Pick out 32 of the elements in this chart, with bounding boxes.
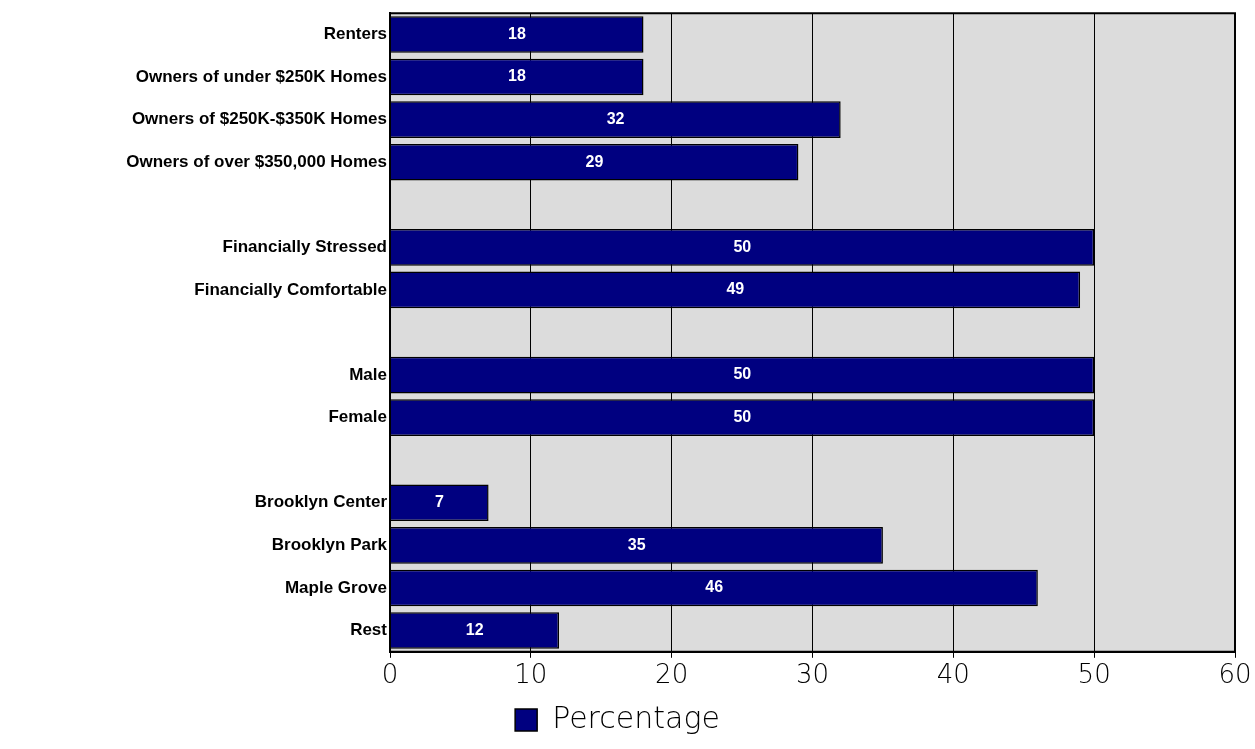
y-tick-label: Financially Comfortable [194, 279, 387, 299]
y-tick-label: Renters [323, 24, 387, 44]
data-label: 50 [733, 365, 752, 383]
data-label: 18 [508, 67, 526, 85]
data-label: 18 [508, 24, 526, 42]
y-tick-label: Brooklyn Park [271, 535, 388, 555]
y-tick-label: Owners of over $350,000 Homes [126, 151, 387, 171]
y-tick-label: Rest [350, 620, 388, 640]
y-tick-label: Maple Grove [284, 577, 387, 597]
x-tick-label: 50 [1077, 659, 1111, 690]
data-label: 50 [733, 408, 752, 426]
data-label: 32 [606, 110, 625, 128]
y-tick-label: Male [349, 364, 387, 384]
y-tick-label: Female [328, 407, 387, 427]
x-tick-label: 20 [655, 659, 689, 690]
data-label: 7 [435, 493, 445, 511]
x-tick-label: 10 [514, 659, 548, 690]
legend-label: Percentage [552, 699, 720, 735]
data-label: 50 [733, 237, 752, 255]
data-label: 29 [585, 152, 604, 170]
y-tick-label: Owners of $250K-$350K Homes [131, 109, 387, 129]
y-tick-label: Brooklyn Center [254, 492, 388, 512]
x-tick-label: 0 [381, 659, 399, 690]
x-tick-label: 40 [936, 659, 970, 690]
data-label: 35 [627, 535, 646, 553]
y-tick-label: Financially Stressed [222, 237, 387, 257]
x-tick-label: 60 [1218, 659, 1252, 690]
data-label: 46 [705, 578, 724, 596]
x-tick-label: 30 [795, 659, 830, 690]
data-label: 12 [465, 620, 484, 638]
y-tick-label: Owners of under $250K Homes [135, 66, 387, 86]
data-label: 49 [726, 280, 745, 298]
